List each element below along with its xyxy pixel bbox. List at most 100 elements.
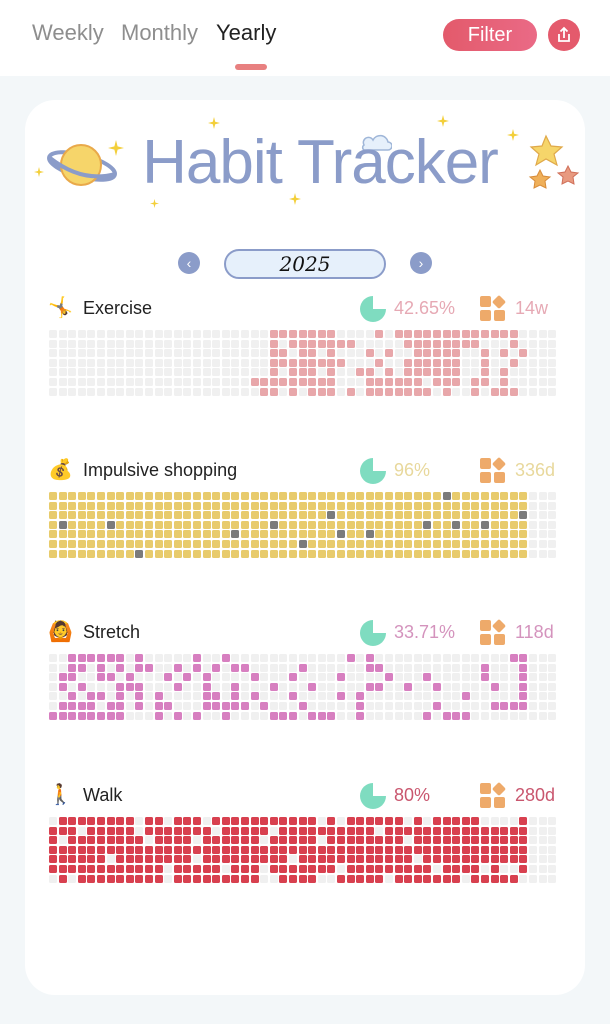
day-cell-done[interactable] (442, 330, 451, 338)
day-cell-done[interactable] (461, 826, 470, 835)
day-cell-done[interactable] (317, 492, 326, 500)
day-cell-done[interactable] (298, 845, 307, 854)
day-cell-done[interactable] (337, 826, 345, 835)
day-cell-empty[interactable] (529, 682, 537, 691)
day-cell-done[interactable] (116, 501, 125, 510)
day-cell-empty[interactable] (260, 711, 269, 720)
day-cell-empty[interactable] (327, 702, 336, 710)
day-cell-done[interactable] (471, 874, 480, 883)
day-cell-empty[interactable] (77, 358, 86, 367)
day-cell-done[interactable] (173, 845, 182, 854)
day-cell-empty[interactable] (365, 358, 374, 367)
day-cell-done[interactable] (135, 654, 144, 662)
day-cell-empty[interactable] (548, 692, 557, 701)
day-cell-done[interactable] (125, 836, 134, 845)
day-cell-done[interactable] (365, 682, 374, 691)
day-cell-done[interactable] (317, 845, 326, 854)
day-cell-done[interactable] (97, 492, 105, 500)
day-cell-empty[interactable] (145, 654, 153, 662)
day-cell-done[interactable] (356, 549, 365, 558)
day-cell-done[interactable] (413, 874, 422, 883)
day-cell-done[interactable] (365, 826, 374, 835)
day-cell-done[interactable] (173, 826, 182, 835)
day-cell-done[interactable] (346, 530, 355, 539)
day-cell-done[interactable] (164, 549, 173, 558)
day-cell-done[interactable] (346, 520, 355, 529)
day-cell-empty[interactable] (461, 874, 470, 883)
day-cell-empty[interactable] (116, 387, 125, 396)
day-cell-done[interactable] (87, 492, 96, 500)
day-cell-empty[interactable] (183, 711, 192, 720)
day-cell-done[interactable] (452, 874, 461, 883)
day-cell-done[interactable] (327, 836, 336, 845)
day-cell-empty[interactable] (413, 663, 422, 672)
day-cell-done[interactable] (116, 654, 125, 662)
day-cell-done[interactable] (202, 826, 211, 835)
day-cell-done[interactable] (279, 540, 288, 548)
day-cell-done[interactable] (202, 530, 211, 539)
day-cell-done[interactable] (250, 492, 259, 500)
day-cell-done[interactable] (289, 874, 297, 883)
day-cell-done[interactable] (116, 702, 125, 710)
day-cell-empty[interactable] (87, 368, 96, 377)
day-cell-done[interactable] (471, 339, 480, 348)
day-cell-done[interactable] (49, 511, 57, 520)
day-cell-done[interactable] (289, 845, 297, 854)
day-cell-done[interactable] (106, 511, 115, 520)
day-cell-empty[interactable] (279, 702, 288, 710)
day-cell-done[interactable] (221, 501, 230, 510)
day-cell-empty[interactable] (241, 673, 249, 682)
day-cell-done[interactable] (116, 520, 125, 529)
day-cell-done[interactable] (87, 501, 96, 510)
day-cell-empty[interactable] (221, 378, 230, 386)
day-cell-empty[interactable] (106, 663, 115, 672)
day-cell-done[interactable] (481, 549, 489, 558)
day-cell-done[interactable] (471, 387, 480, 396)
day-cell-empty[interactable] (231, 378, 240, 386)
day-cell-empty[interactable] (202, 817, 211, 825)
day-cell-missed[interactable] (423, 520, 432, 529)
day-cell-done[interactable] (87, 855, 96, 864)
day-cell-done[interactable] (221, 702, 230, 710)
day-cell-done[interactable] (106, 501, 115, 510)
day-cell-empty[interactable] (548, 387, 557, 396)
day-cell-empty[interactable] (442, 673, 451, 682)
day-cell-done[interactable] (154, 711, 163, 720)
day-cell-done[interactable] (269, 387, 278, 396)
day-cell-done[interactable] (461, 549, 470, 558)
day-cell-empty[interactable] (183, 378, 192, 386)
day-cell-done[interactable] (116, 836, 125, 845)
day-cell-done[interactable] (135, 501, 144, 510)
day-cell-done[interactable] (289, 540, 297, 548)
day-cell-empty[interactable] (442, 663, 451, 672)
day-cell-empty[interactable] (346, 349, 355, 358)
day-cell-empty[interactable] (212, 368, 221, 377)
day-cell-done[interactable] (433, 702, 441, 710)
day-cell-done[interactable] (289, 339, 297, 348)
day-cell-done[interactable] (413, 358, 422, 367)
day-cell-empty[interactable] (509, 711, 518, 720)
day-cell-done[interactable] (231, 817, 240, 825)
day-cell-empty[interactable] (385, 692, 393, 701)
day-cell-empty[interactable] (269, 654, 278, 662)
day-cell-empty[interactable] (481, 387, 489, 396)
day-cell-empty[interactable] (241, 349, 249, 358)
day-cell-done[interactable] (68, 673, 77, 682)
day-cell-done[interactable] (87, 865, 96, 873)
day-cell-done[interactable] (221, 845, 230, 854)
day-cell-empty[interactable] (145, 673, 153, 682)
day-cell-done[interactable] (145, 511, 153, 520)
day-cell-done[interactable] (116, 549, 125, 558)
day-cell-empty[interactable] (538, 549, 547, 558)
day-cell-empty[interactable] (58, 654, 67, 662)
day-cell-done[interactable] (298, 330, 307, 338)
day-cell-done[interactable] (490, 492, 499, 500)
day-cell-empty[interactable] (509, 349, 518, 358)
day-cell-empty[interactable] (452, 663, 461, 672)
day-cell-done[interactable] (231, 845, 240, 854)
day-cell-empty[interactable] (193, 368, 201, 377)
day-cell-done[interactable] (116, 540, 125, 548)
day-cell-empty[interactable] (548, 702, 557, 710)
day-cell-done[interactable] (125, 492, 134, 500)
day-cell-done[interactable] (154, 845, 163, 854)
